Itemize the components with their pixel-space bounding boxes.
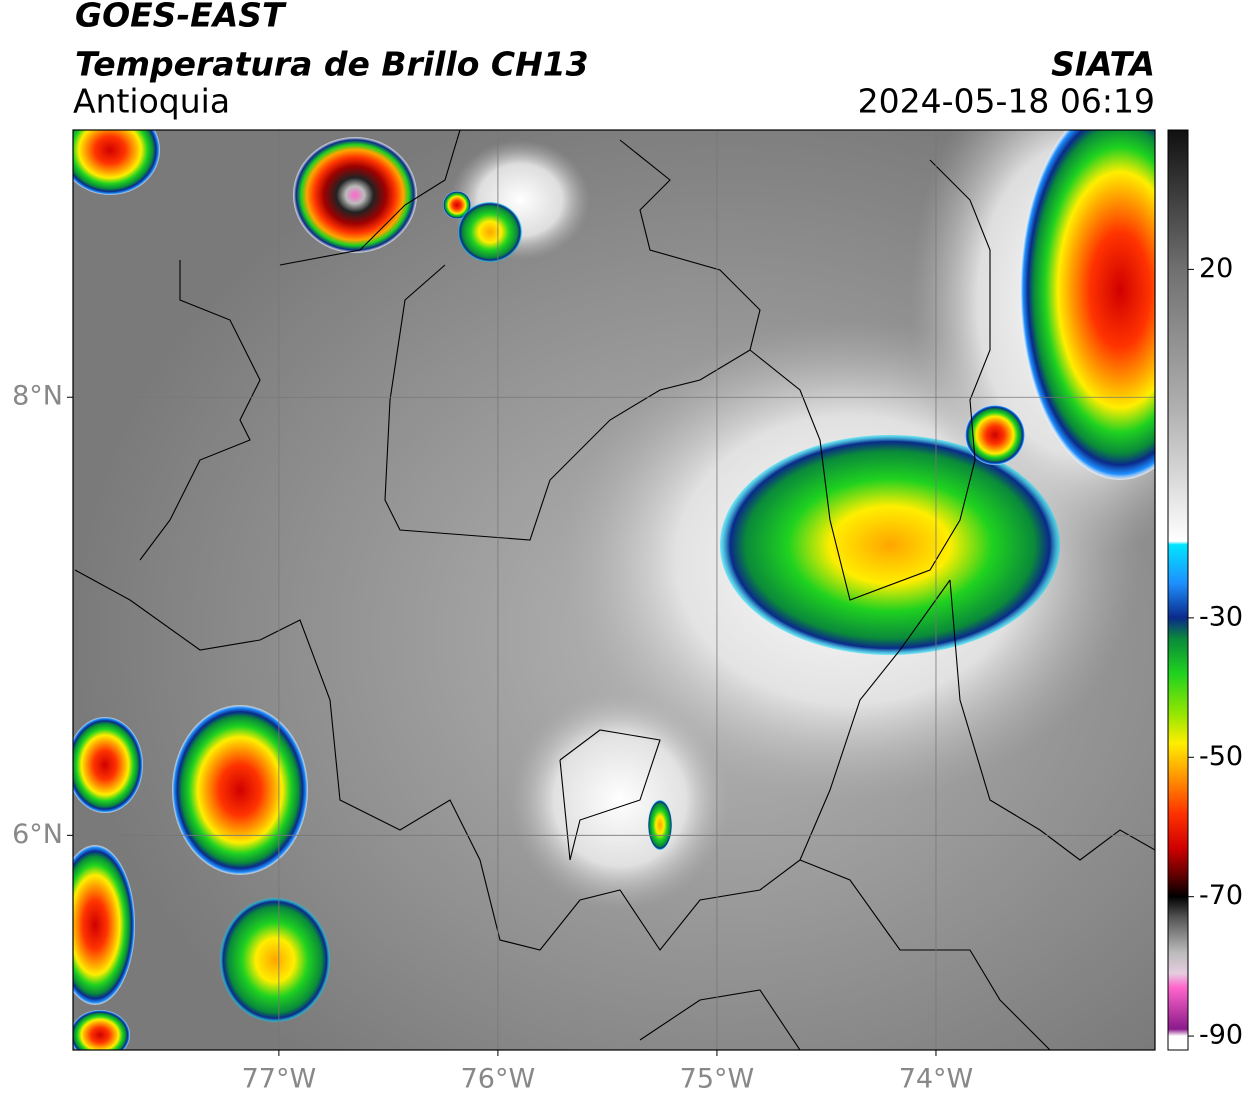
x-tick-label: 77°W (242, 1064, 317, 1095)
colorbar-tick-label: -70 (1199, 880, 1243, 911)
y-tick-label: 8°N (12, 381, 63, 412)
colorbar-tick-label: 20 (1199, 253, 1233, 284)
colorbar (1167, 129, 1189, 1051)
x-tick-label: 74°W (899, 1064, 974, 1095)
map-image (73, 130, 1155, 1050)
header: GOES-EAST Temperatura de Brillo CH13 Ant… (73, 0, 1155, 121)
colorbar-tick-label: -90 (1199, 1020, 1243, 1051)
x-tick-label: 75°W (680, 1064, 755, 1095)
y-tick-label: 6°N (12, 819, 63, 850)
satellite: GOES-EAST (75, 0, 287, 35)
grid (73, 130, 1155, 1050)
product: Temperatura de Brillo CH13 (75, 45, 589, 84)
colorbar-tick-label: -30 (1199, 601, 1243, 632)
colorbar-tick-label: -50 (1199, 741, 1243, 772)
region: Antioquia (73, 82, 230, 121)
source: SIATA (1051, 45, 1155, 84)
x-tick-label: 76°W (461, 1064, 536, 1095)
map-frame (72, 129, 1156, 1051)
datetime: 2024-05-18 06:19 (858, 82, 1155, 121)
